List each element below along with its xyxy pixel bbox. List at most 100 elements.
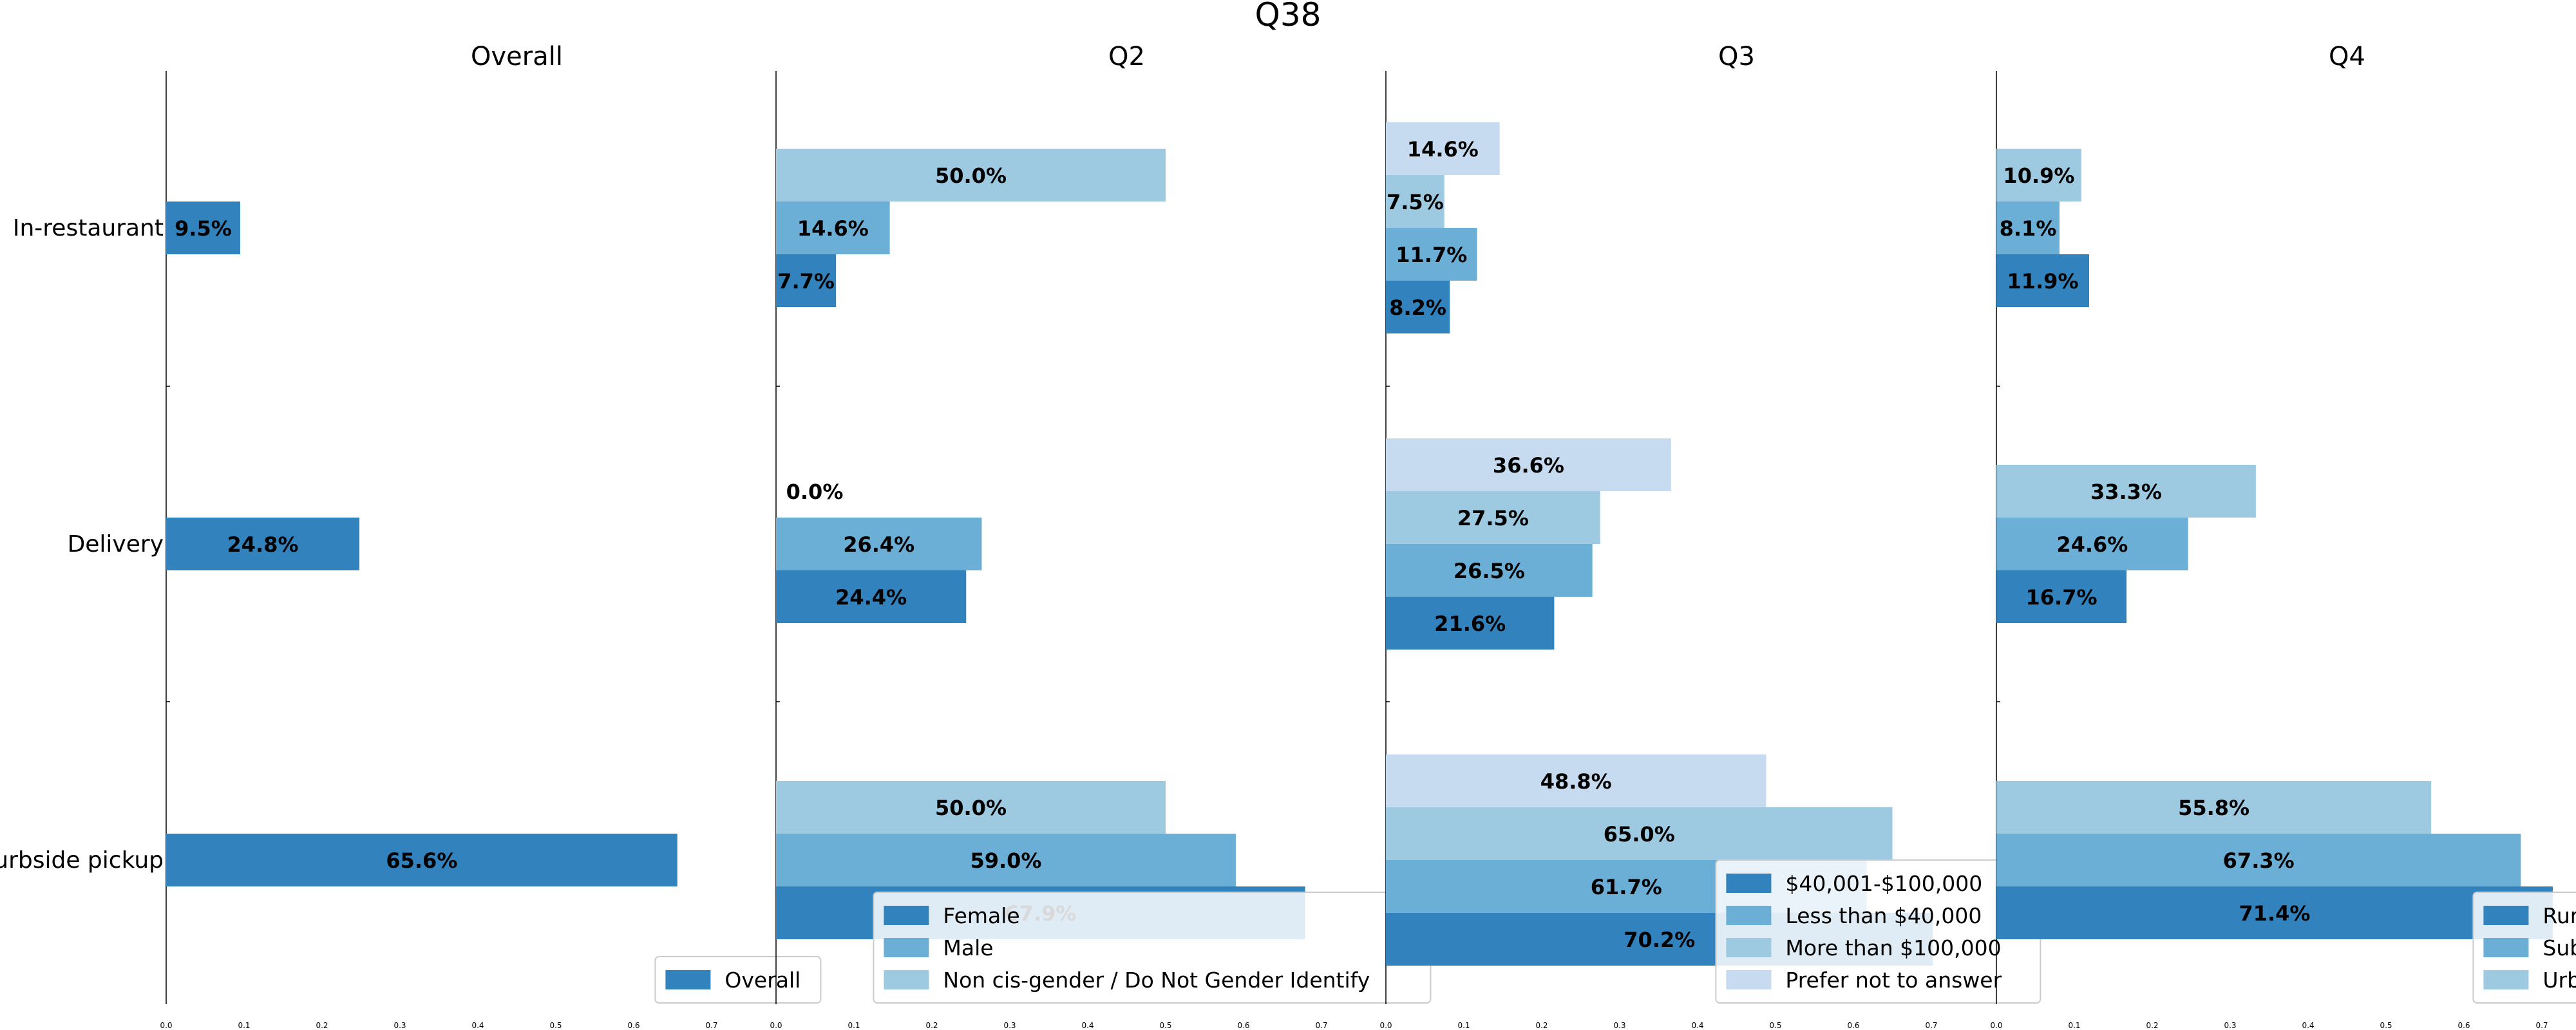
legend: Rural Suburban Urban (2472, 892, 2576, 1004)
x-tick-label: 0.1 (848, 1021, 860, 1030)
bar (1996, 570, 2127, 623)
legend-label: Overall (724, 968, 800, 993)
bar (776, 254, 837, 307)
data-label: 33.3% (2090, 480, 2162, 504)
data-label: 55.8% (2178, 796, 2249, 820)
panel-q3: Q3 0.0 0.1 0.2 0.3 0.4 0.5 0.6 0.7 8.2% 21.6% 70.2%… (1379, 42, 2041, 1030)
data-label: 24.6% (2056, 532, 2128, 557)
x-tick-label: 0.7 (1315, 1021, 1327, 1030)
bar (1386, 807, 1893, 860)
data-label: 9.5% (175, 216, 232, 241)
x-tick-label: 0.0 (770, 1021, 782, 1030)
legend-label: $40,001-$100,000 (1785, 871, 1982, 896)
bar (1996, 886, 2553, 939)
x-tick-label: 0.3 (393, 1021, 406, 1030)
x-tick-label: 0.2 (316, 1021, 328, 1030)
x-tick-label: 0.2 (1535, 1021, 1548, 1030)
bar (1386, 597, 1555, 650)
bar (1386, 491, 1600, 544)
bar (776, 834, 1236, 886)
data-label: 11.7% (1396, 243, 1467, 267)
category-label: Curbside pickup (0, 847, 164, 874)
legend-swatch (1726, 970, 1772, 989)
legend-label: Male (943, 935, 993, 960)
x-tick-label: 0.6 (1237, 1021, 1249, 1030)
panel-q2: Q20.00.10.20.30.40.50.60.77.7%24.4%67.9%… (770, 42, 1432, 1030)
x-tick-label: 0.2 (2146, 1021, 2158, 1030)
bar (1386, 438, 1671, 491)
bar (776, 201, 890, 254)
data-label: 7.7% (777, 269, 835, 294)
x-tick-label: 0.3 (1613, 1021, 1625, 1030)
data-label: 26.5% (1454, 559, 1525, 583)
legend-swatch (665, 970, 711, 989)
bar (1386, 228, 1477, 281)
x-tick-label: 0.5 (549, 1021, 562, 1030)
legend-swatch (884, 970, 929, 989)
data-label: 50.0% (935, 164, 1007, 188)
x-tick-label: 0.6 (627, 1021, 639, 1030)
data-label: 14.6% (1407, 137, 1479, 162)
panel-title: Overall (471, 42, 563, 71)
category-label: In-restaurant (13, 215, 164, 241)
bar (1386, 544, 1593, 597)
data-label: 7.5% (1387, 190, 1444, 214)
chart-title: Q38 (1255, 0, 1321, 33)
category-label: Delivery (68, 531, 164, 557)
data-label: 27.5% (1457, 506, 1529, 530)
data-label: 24.8% (227, 532, 299, 557)
data-label: 48.8% (1540, 769, 1612, 794)
legend: Female Male Non cis-gender / Do Not Gender… (873, 892, 1432, 1004)
bar (776, 149, 1166, 201)
bar (166, 834, 677, 886)
data-label: 14.6% (797, 216, 869, 241)
bar (1386, 122, 1500, 175)
legend-swatch (884, 906, 929, 925)
legend-label: More than $100,000 (1785, 935, 2001, 960)
bar (1996, 149, 2081, 201)
bar (166, 518, 360, 570)
data-label: 67.3% (2223, 848, 2295, 873)
data-label: 71.4% (2239, 901, 2310, 926)
data-label: 10.9% (2003, 164, 2074, 188)
data-label: 59.0% (970, 848, 1041, 873)
data-label: 24.4% (835, 585, 907, 610)
legend-label: Non cis-gender / Do Not Gender Identify (943, 968, 1370, 993)
x-tick-label: 0.3 (2224, 1021, 2236, 1030)
legend-frame (654, 956, 822, 1004)
x-tick-label: 0.4 (2302, 1021, 2314, 1030)
data-label: 16.7% (2026, 585, 2098, 610)
legend-label: Urban (2543, 968, 2576, 993)
legend-label: Female (943, 903, 1019, 928)
x-tick-label: 0.4 (1691, 1021, 1703, 1030)
bar (776, 570, 967, 623)
legend-label: Rural (2543, 903, 2576, 928)
x-tick-label: 0.5 (1769, 1021, 1781, 1030)
bar (1996, 465, 2256, 518)
data-label: 61.7% (1591, 875, 1662, 899)
bar (776, 781, 1166, 834)
bar (1996, 518, 2188, 570)
data-label: 36.6% (1493, 453, 1564, 478)
bar (776, 518, 982, 570)
bar (166, 201, 240, 254)
panel-title: Q3 (1718, 42, 1755, 71)
legend-swatch (2483, 970, 2529, 989)
data-label: 70.2% (1624, 928, 1695, 952)
data-label: 8.1% (2000, 216, 2057, 241)
x-tick-label: 0.1 (2068, 1021, 2080, 1030)
panel-q4: Q4 0.0 0.1 0.2 0.3 0.4 0.5 0.6 0.7 11.9% 16.7% 71.4… (1990, 42, 2576, 1030)
x-tick-label: 0.0 (160, 1021, 172, 1030)
x-tick-label: 0.7 (1925, 1021, 1937, 1030)
x-tick-label: 0.2 (925, 1021, 938, 1030)
x-tick-label: 0.4 (1081, 1021, 1094, 1030)
legend: Overall (654, 956, 822, 1004)
bar (1996, 781, 2432, 834)
data-label: 65.6% (386, 848, 457, 873)
bar (1996, 834, 2521, 886)
data-label: 8.2% (1389, 295, 1446, 320)
bar (1996, 201, 2060, 254)
x-tick-label: 0.1 (1457, 1021, 1470, 1030)
legend-swatch (1726, 874, 1772, 893)
